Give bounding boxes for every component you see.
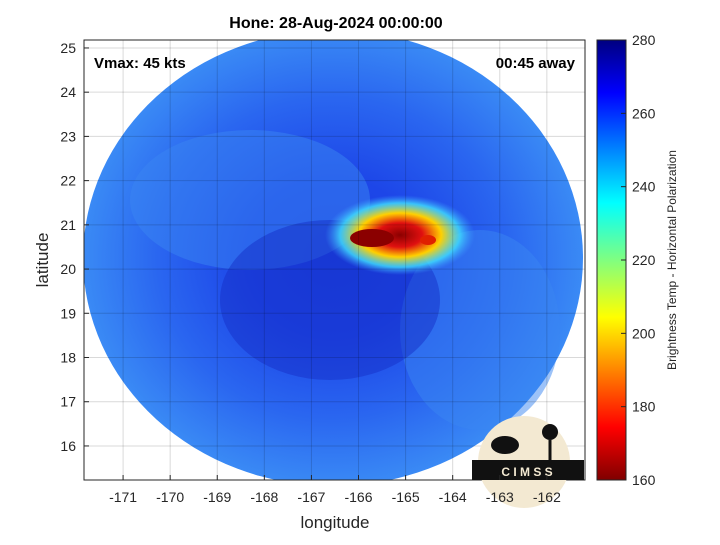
x-tick-label: -168 bbox=[250, 489, 278, 505]
x-tick-label: -171 bbox=[109, 489, 137, 505]
x-axis-label: longitude bbox=[300, 513, 369, 532]
x-tick-label: -165 bbox=[392, 489, 420, 505]
chart-title: Hone: 28-Aug-2024 00:00:00 bbox=[229, 15, 443, 32]
x-tick-label: -162 bbox=[533, 489, 561, 505]
x-tick-label: -167 bbox=[297, 489, 325, 505]
colorbar-label: Brightness Temp - Horizontal Polarizatio… bbox=[665, 150, 679, 370]
logo: C I M S S bbox=[472, 416, 584, 508]
y-tick-label: 20 bbox=[60, 261, 76, 277]
colorbar-tick-label: 260 bbox=[632, 105, 656, 121]
y-tick-label: 16 bbox=[60, 438, 76, 454]
y-tick-label: 21 bbox=[60, 217, 76, 233]
y-tick-label: 18 bbox=[60, 350, 76, 366]
x-tick-label: -170 bbox=[156, 489, 184, 505]
colorbar-tick-label: 180 bbox=[632, 399, 656, 415]
y-tick-label: 25 bbox=[60, 40, 76, 56]
x-tick-label: -166 bbox=[344, 489, 372, 505]
x-tick-label: -169 bbox=[203, 489, 231, 505]
x-tick-label: -163 bbox=[486, 489, 514, 505]
logo-text: C I M S S bbox=[501, 465, 552, 479]
satellite-image bbox=[84, 40, 583, 480]
y-tick-label: 23 bbox=[60, 128, 76, 144]
colorbar-tick-label: 200 bbox=[632, 325, 656, 341]
y-tick-label: 17 bbox=[60, 394, 76, 410]
y-tick-label: 24 bbox=[60, 84, 76, 100]
y-tick-label: 22 bbox=[60, 173, 76, 189]
y-axis-label: latitude bbox=[33, 233, 52, 288]
y-tick-label: 19 bbox=[60, 305, 76, 321]
colorbar-tick-label: 240 bbox=[632, 179, 656, 195]
annotation: Vmax: 45 kts bbox=[94, 55, 186, 72]
annotation: 00:45 away bbox=[496, 55, 576, 72]
grid bbox=[84, 40, 585, 480]
colorbar-tick-label: 220 bbox=[632, 252, 656, 268]
axes-box bbox=[83, 39, 586, 481]
x-tick-label: -164 bbox=[439, 489, 467, 505]
colorbar-tick-label: 160 bbox=[632, 472, 656, 488]
colorbar-tick-label: 280 bbox=[632, 32, 656, 48]
